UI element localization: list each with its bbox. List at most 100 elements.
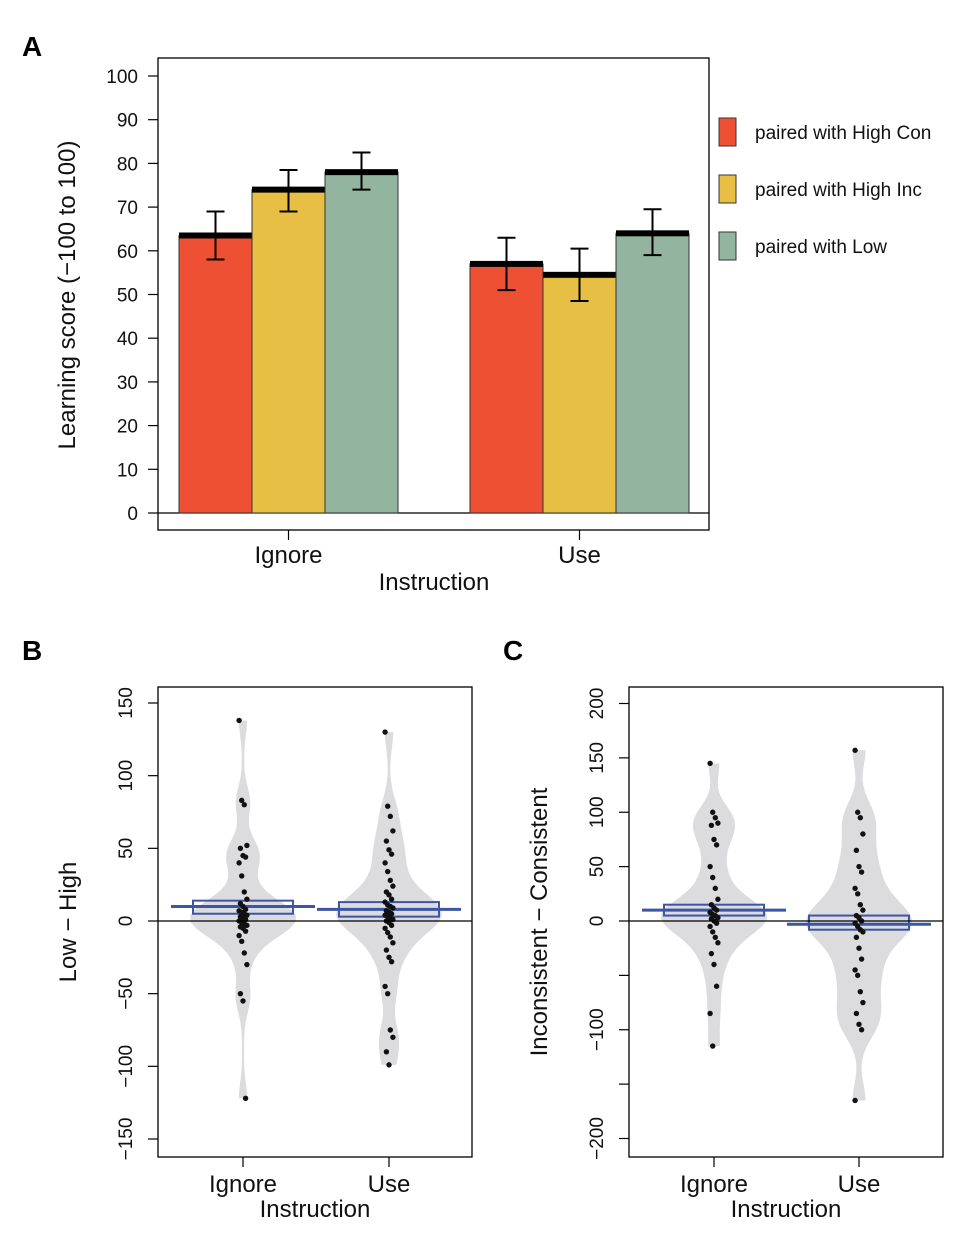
data-point (388, 911, 395, 917)
y-tick-label-a: 50 (117, 286, 138, 307)
data-point (710, 809, 716, 815)
data-point (715, 820, 721, 826)
data-point (385, 803, 391, 809)
y-axis-label: Inconsistent − Consistent (526, 787, 553, 1056)
data-point (383, 947, 390, 953)
data-point (856, 863, 862, 870)
y-tick-label: 100 (587, 796, 608, 828)
bar (178, 235, 253, 514)
data-point (383, 1049, 390, 1055)
data-point (710, 929, 716, 935)
data-point (386, 1062, 392, 1068)
y-tick-label-a: 90 (117, 111, 138, 132)
data-point (385, 990, 391, 997)
x-axis-label: Instruction (731, 1196, 842, 1223)
data-point (241, 950, 247, 956)
x-axis-label-a: Instruction (379, 569, 490, 596)
data-point (382, 729, 388, 735)
data-point (707, 1010, 713, 1017)
data-point (860, 929, 866, 935)
bar (615, 232, 690, 514)
data-point (853, 847, 860, 854)
y-tick-label: 150 (116, 687, 137, 719)
data-point (858, 869, 865, 875)
data-point (388, 958, 395, 965)
y-tick-label-a: 60 (117, 242, 138, 263)
y-tick-label: 50 (587, 856, 608, 877)
data-point (855, 809, 861, 815)
data-point (388, 896, 395, 902)
data-point (857, 901, 863, 908)
y-tick-label: −200 (587, 1117, 608, 1160)
y-tick-label-a: 20 (117, 417, 138, 438)
plot-frame-c (628, 686, 944, 1158)
data-point (713, 920, 720, 926)
data-point (382, 860, 388, 866)
data-point (852, 747, 858, 753)
data-point (385, 929, 391, 936)
data-point (382, 925, 388, 931)
data-point (855, 972, 861, 979)
data-point (239, 938, 245, 945)
data-point (852, 1097, 858, 1104)
data-point (237, 845, 244, 852)
data-point (236, 860, 242, 866)
data-point (390, 1034, 396, 1040)
panel-label-b: B (22, 635, 42, 666)
data-point (390, 905, 396, 911)
y-tick-label-a: 70 (117, 198, 138, 219)
data-point (244, 961, 250, 968)
data-point (715, 915, 721, 921)
data-point (711, 961, 717, 968)
data-point (244, 842, 250, 849)
data-point (711, 836, 717, 843)
data-point (852, 967, 858, 973)
y-tick-label-a: 80 (117, 154, 138, 175)
data-point (387, 934, 393, 940)
legend-swatch (718, 174, 737, 204)
data-point (710, 1043, 716, 1049)
data-point (853, 1010, 860, 1017)
y-tick-label: 0 (116, 916, 137, 927)
bar (251, 189, 326, 514)
data-point (386, 892, 392, 898)
data-point (390, 828, 396, 834)
data-point (708, 822, 715, 828)
x-axis-label: Instruction (260, 1196, 371, 1223)
data-point (713, 842, 720, 848)
y-tick-label-a: 100 (106, 67, 138, 88)
data-point (239, 873, 245, 879)
data-point (853, 934, 860, 941)
y-tick-label-a: 10 (117, 460, 138, 481)
data-point (386, 954, 392, 961)
data-point (382, 983, 388, 990)
x-tick-label: Use (368, 1171, 411, 1198)
y-tick-label: 50 (116, 838, 137, 859)
data-point (383, 838, 390, 844)
legend-label: paired with Low (755, 237, 887, 258)
y-tick-label-a: 30 (117, 373, 138, 394)
panel-label-a: A (22, 31, 42, 62)
data-point (860, 999, 866, 1006)
data-point (858, 1027, 865, 1033)
bar (324, 171, 399, 514)
data-point (236, 717, 242, 724)
data-point (240, 998, 246, 1004)
y-tick-label: −50 (116, 978, 137, 1010)
y-tick-label: −150 (116, 1118, 137, 1161)
data-point (387, 813, 393, 820)
data-point (388, 922, 395, 929)
data-point (390, 883, 396, 889)
x-tick-label-a: Use (558, 542, 601, 569)
plot-frame-b (157, 686, 473, 1158)
data-point (856, 1021, 862, 1028)
panel-label-c: C (503, 635, 523, 666)
y-tick-label: 100 (116, 760, 137, 792)
data-point (386, 847, 392, 853)
x-tick-label: Ignore (209, 1171, 277, 1198)
y-tick-label-a: 0 (127, 504, 138, 525)
legend-swatch (718, 231, 737, 261)
data-point (707, 923, 713, 930)
data-point (855, 891, 861, 897)
data-point (715, 896, 721, 902)
